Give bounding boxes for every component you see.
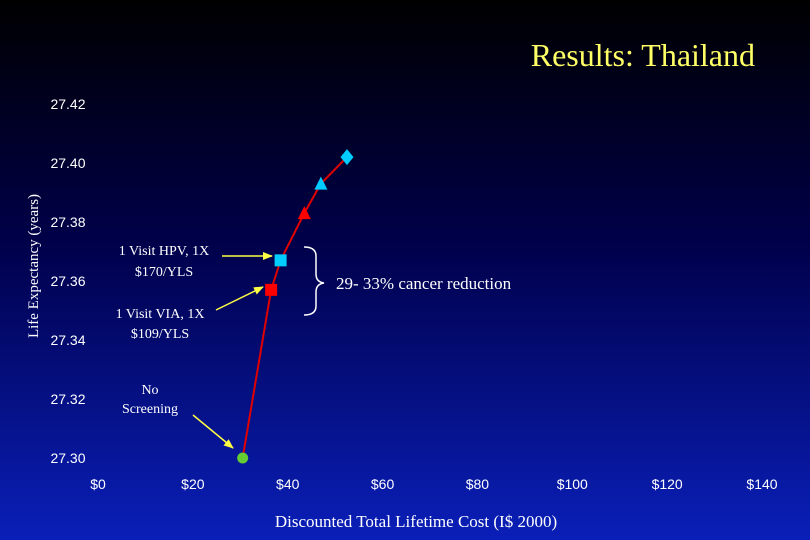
- annotation-via-arrow: [215, 286, 264, 311]
- data-point-square-2: [274, 254, 287, 267]
- y-tick-label: 27.34: [50, 332, 85, 348]
- annotation-hpv-line2: $170/YLS: [135, 265, 193, 280]
- y-tick-label: 27.42: [50, 96, 85, 112]
- y-axis-label: Life Expectancy (years): [26, 194, 42, 338]
- y-tick-label: 27.36: [50, 273, 85, 289]
- x-axis-label: Discounted Total Lifetime Cost (I$ 2000): [275, 512, 557, 531]
- x-tick-label: $20: [181, 476, 205, 492]
- data-point-diamond-5: [340, 149, 354, 166]
- x-tick-labels: $0 $20 $40 $60 $80 $100 $120 $140: [90, 476, 778, 492]
- x-tick-label: $100: [557, 476, 588, 492]
- x-tick-label: $140: [746, 476, 777, 492]
- y-tick-label: 27.40: [50, 155, 85, 171]
- annotation-via-line1: 1 Visit VIA, 1X: [116, 307, 205, 322]
- x-tick-label: $0: [90, 476, 106, 492]
- data-point-triangle-4: [314, 176, 328, 190]
- x-tick-label: $80: [466, 476, 490, 492]
- x-tick-label: $40: [276, 476, 300, 492]
- annotation-no-screening-arrow: [192, 414, 234, 449]
- data-point-circle-0: [237, 452, 249, 464]
- y-tick-labels: 27.42 27.40 27.38 27.36 27.34 27.32 27.30: [50, 96, 85, 466]
- chart-title: Results: Thailand: [531, 37, 755, 73]
- x-tick-label: $120: [652, 476, 683, 492]
- y-tick-label: 27.32: [50, 391, 85, 407]
- data-markers: [237, 149, 354, 464]
- series-line: [241, 156, 348, 459]
- annotation-no-screening-line2: Screening: [122, 402, 178, 417]
- x-tick-label: $60: [371, 476, 395, 492]
- annotation-no-screening-line1: No: [141, 383, 158, 398]
- reduction-brace: [303, 246, 325, 316]
- data-point-triangle-3: [297, 206, 311, 220]
- annotation-hpv-line1: 1 Visit HPV, 1X: [119, 244, 209, 259]
- series-line-path: [241, 156, 348, 459]
- annotation-via-line2: $109/YLS: [131, 327, 189, 342]
- y-tick-label: 27.30: [50, 450, 85, 466]
- annotation-reduction: 29- 33% cancer reduction: [336, 274, 512, 293]
- y-tick-label: 27.38: [50, 214, 85, 230]
- data-point-square-1: [265, 283, 278, 296]
